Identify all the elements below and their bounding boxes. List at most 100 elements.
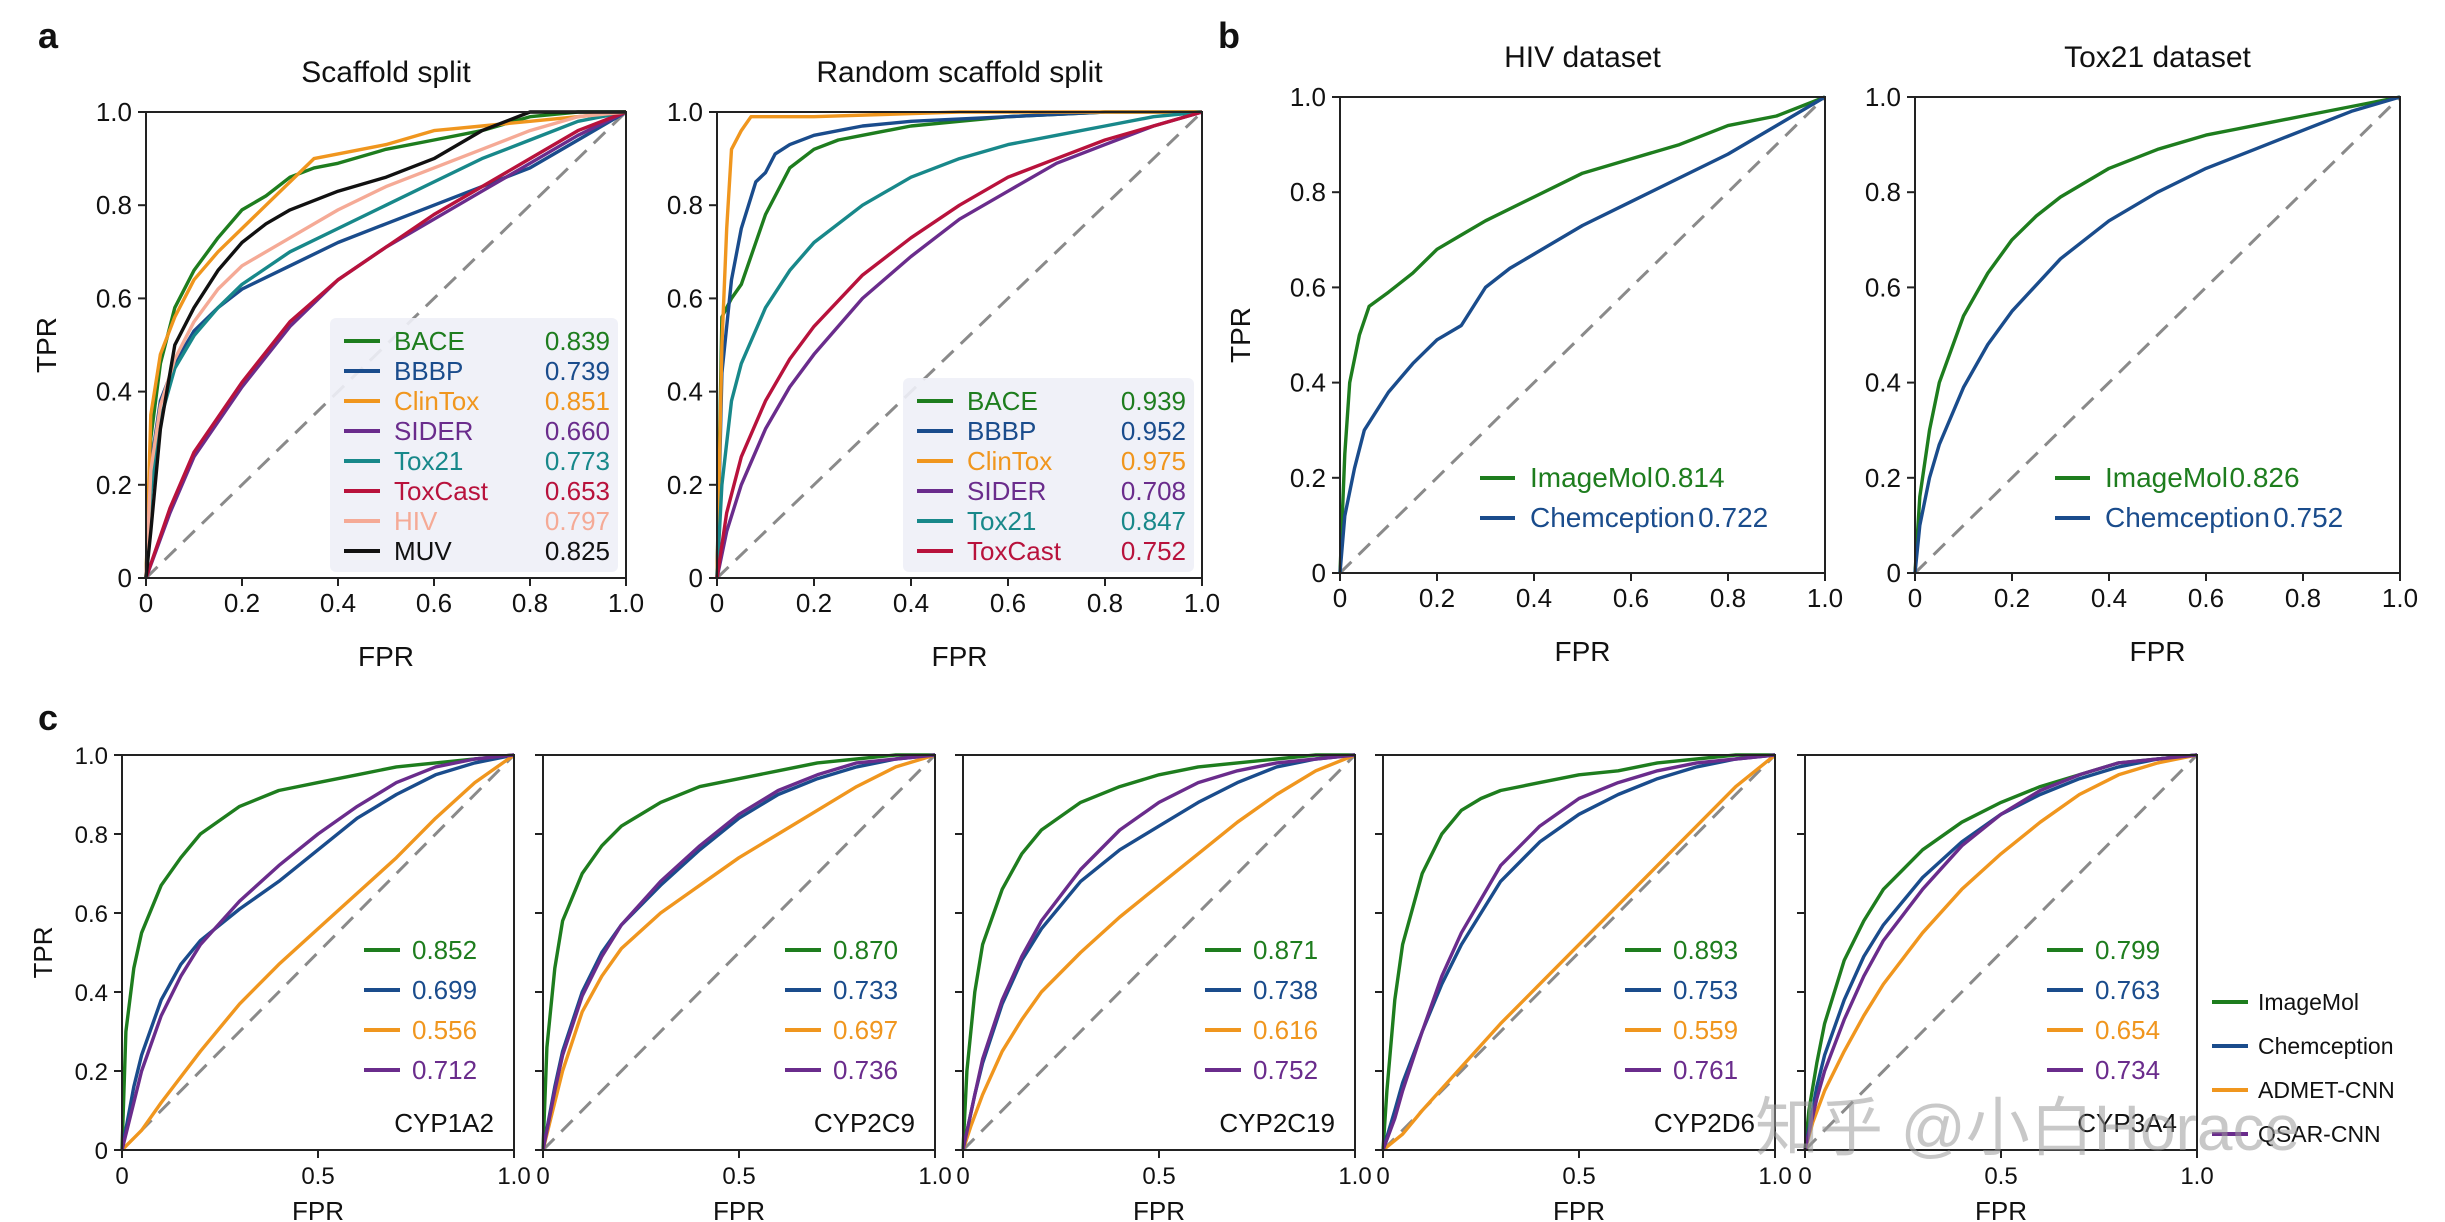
chance-diagonal — [715, 110, 1204, 580]
y-tick-label: 0.8 — [1865, 177, 1901, 207]
panel-label-c: c — [38, 697, 58, 738]
y-axis-label: TPR — [1225, 307, 1256, 363]
legend-auc: 0.893 — [1673, 935, 1738, 965]
chart-cyp2d6: 0 0.5 1.0 FPR CYP2D6 0.893 0.753 0.559 0.761 — [1375, 753, 1792, 1222]
legend: ImageMol 0.814 Chemception 0.722 — [1480, 462, 1768, 533]
legend-auc: 0.799 — [2095, 935, 2160, 965]
chance-diagonal — [1803, 753, 2199, 1152]
chart-title: Random scaffold split — [816, 56, 1103, 89]
series-line-sider — [715, 110, 1203, 579]
series-line-bbbp — [715, 110, 1202, 579]
legend: 0.799 0.763 0.654 0.734 — [2047, 935, 2160, 1085]
series-line-toxcast — [715, 110, 1203, 579]
legend-auc: 0.851 — [545, 386, 610, 416]
y-tick-label: 0.8 — [96, 190, 132, 220]
series-line-admet-cnn — [120, 753, 515, 1152]
y-tick-label: 0.8 — [75, 822, 108, 849]
y-tick-label: 0.4 — [96, 377, 132, 407]
legend-auc: 0.733 — [833, 975, 898, 1005]
x-axis-label: FPR — [292, 1196, 344, 1222]
legend-name: ImageMol — [1530, 462, 1653, 493]
watermark: 知乎 @小白Horace — [1755, 1092, 2300, 1164]
shared-legend: ImageMol Chemception ADMET-CNN QSAR-CNN — [2212, 989, 2395, 1147]
legend: 0.871 0.738 0.616 0.752 — [1205, 935, 1318, 1085]
y-tick-label: 0 — [118, 563, 132, 593]
x-tick-label: 0.6 — [416, 588, 452, 618]
chance-diagonal — [961, 753, 1357, 1152]
legend-auc: 0.752 — [1121, 536, 1186, 566]
chart-cyp1a2: 0 0.5 1.0 0 0.2 0.4 0.6 0.8 1.0 FPR TPR CYP1A2 0.852… — [28, 743, 531, 1222]
legend-name: ClinTox — [967, 446, 1052, 476]
y-tick-label: 0.4 — [75, 980, 108, 1007]
legend-name: BBBP — [394, 356, 463, 386]
panel-annotation: CYP2C19 — [1219, 1108, 1335, 1138]
series-line-qsar-cnn — [1381, 753, 1776, 1151]
legend-auc: 0.654 — [2095, 1015, 2160, 1045]
legend-auc: 0.722 — [1698, 502, 1768, 533]
series-line-imagemol — [120, 753, 515, 1151]
legend-name: ToxCast — [967, 536, 1062, 566]
legend-name: Chemception — [2105, 502, 2270, 533]
y-tick-label: 0.6 — [1290, 272, 1326, 302]
x-tick-label: 0.6 — [2188, 583, 2224, 613]
y-tick-label: 1.0 — [1865, 82, 1901, 112]
legend-name: MUV — [394, 536, 452, 566]
legend: 0.893 0.753 0.559 0.761 — [1625, 935, 1738, 1085]
legend-auc: 0.708 — [1121, 476, 1186, 506]
legend-auc: 0.752 — [2273, 502, 2343, 533]
legend-auc: 0.653 — [545, 476, 610, 506]
legend-background — [330, 318, 618, 572]
y-tick-label: 0.6 — [75, 901, 108, 928]
y-tick-label: 0 — [689, 563, 703, 593]
x-tick-label: 0.5 — [301, 1163, 334, 1190]
x-tick-label: 0 — [1376, 1163, 1389, 1190]
y-tick-label: 0.8 — [1290, 177, 1326, 207]
legend-name: SIDER — [967, 476, 1046, 506]
legend-auc: 0.734 — [2095, 1055, 2160, 1085]
y-tick-label: 0 — [95, 1138, 108, 1165]
x-tick-label: 0.8 — [1087, 588, 1123, 618]
x-tick-label: 0.5 — [1562, 1163, 1595, 1190]
chance-diagonal — [1338, 95, 1827, 575]
series-line-chemception — [1381, 753, 1776, 1151]
x-tick-label: 1.0 — [497, 1163, 530, 1190]
chance-diagonal — [1381, 753, 1777, 1152]
legend-auc: 0.763 — [2095, 975, 2160, 1005]
plot-frame — [1339, 96, 1826, 574]
shared-legend-label: Chemception — [2258, 1033, 2394, 1059]
chance-diagonal — [1913, 95, 2402, 575]
y-tick-label: 0.4 — [667, 377, 703, 407]
y-tick-label: 1.0 — [75, 743, 108, 770]
legend-auc: 0.738 — [1253, 975, 1318, 1005]
legend-auc: 0.712 — [412, 1055, 477, 1085]
legend-auc: 0.952 — [1121, 416, 1186, 446]
y-tick-label: 0.6 — [667, 283, 703, 313]
panel-annotation: CYP2C9 — [814, 1108, 915, 1138]
legend-auc: 0.736 — [833, 1055, 898, 1085]
x-tick-label: 0.4 — [320, 588, 356, 618]
x-tick-label: 0.4 — [2091, 583, 2127, 613]
legend-auc: 0.870 — [833, 935, 898, 965]
legend-auc: 0.559 — [1673, 1015, 1738, 1045]
x-tick-label: 0.2 — [1994, 583, 2030, 613]
legend-name: ImageMol — [2105, 462, 2228, 493]
panel-annotation: CYP3A4 — [2077, 1108, 2177, 1138]
series-line-admet-cnn — [1381, 753, 1777, 1152]
legend: ImageMol 0.826 Chemception 0.752 — [2055, 462, 2343, 533]
legend-auc: 0.739 — [545, 356, 610, 386]
x-tick-label: 0.5 — [1142, 1163, 1175, 1190]
legend-auc: 0.814 — [1654, 462, 1724, 493]
legend-auc: 0.752 — [1253, 1055, 1318, 1085]
x-tick-label: 1.0 — [918, 1163, 951, 1190]
panel-annotation: CYP1A2 — [394, 1108, 494, 1138]
legend: 0.852 0.699 0.556 0.712 — [364, 935, 477, 1085]
series-line-imagemol — [1381, 753, 1775, 1151]
series-line-hiv — [144, 110, 627, 579]
chart-cyp2c9: 0 0.5 1.0 FPR CYP2C9 0.870 0.733 0.697 0.736 — [535, 753, 952, 1222]
x-tick-label: 0 — [139, 588, 153, 618]
x-axis-label: FPR — [1555, 636, 1611, 667]
legend-auc: 0.852 — [412, 935, 477, 965]
x-tick-label: 0 — [536, 1163, 549, 1190]
x-tick-label: 0 — [1333, 583, 1347, 613]
x-tick-label: 0.2 — [224, 588, 260, 618]
